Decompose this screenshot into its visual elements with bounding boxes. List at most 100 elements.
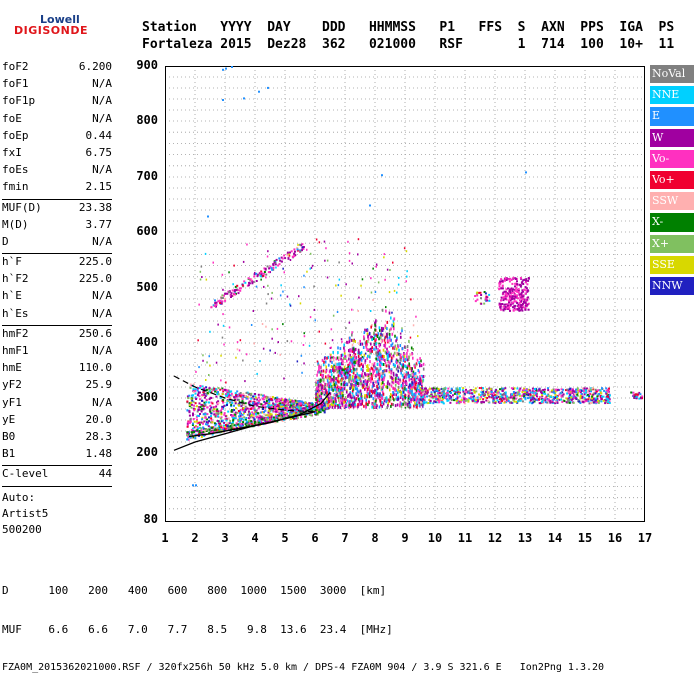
echo-point (480, 292, 482, 294)
echo-point (417, 359, 419, 362)
echo-point (271, 298, 273, 300)
echo-point (400, 391, 402, 394)
echo-point (267, 406, 269, 408)
echo-point (337, 388, 339, 391)
x-tick-label: 9 (401, 531, 408, 545)
echo-point (577, 387, 579, 389)
legend-item: W (650, 129, 694, 150)
echo-point (222, 393, 224, 395)
echo-point (245, 402, 247, 404)
echo-point (421, 403, 423, 406)
echo-point (365, 353, 367, 355)
echo-point (217, 427, 219, 429)
echo-point (562, 389, 564, 391)
echo-point (591, 396, 593, 398)
echo-point (209, 405, 211, 407)
echo-point (232, 419, 234, 421)
echo-point (265, 402, 267, 404)
echo-point (246, 392, 248, 394)
echo-point (199, 398, 201, 400)
echo-point (330, 347, 332, 349)
param-value: 6.200 (79, 60, 112, 73)
echo-point (480, 401, 482, 403)
echo-point (289, 414, 291, 416)
echo-point (408, 340, 410, 343)
x-tick-label: 1 (161, 531, 168, 545)
echo-point (223, 405, 225, 407)
echo-point (579, 402, 581, 404)
echo-point (227, 411, 229, 413)
echo-point (201, 411, 203, 413)
echo-point (224, 412, 226, 414)
echo-point (327, 277, 329, 279)
echo-point (264, 271, 266, 273)
echo-point (283, 415, 285, 417)
echo-point (376, 394, 378, 397)
echo-point (435, 398, 437, 400)
echo-point (294, 251, 296, 253)
echo-point (194, 421, 196, 423)
echo-point (242, 410, 244, 412)
echo-point (389, 269, 391, 271)
echo-point (499, 285, 501, 287)
echo-point (394, 290, 396, 292)
echo-point (354, 340, 356, 343)
echo-point (423, 368, 425, 371)
echo-point (263, 411, 265, 413)
echo-point (381, 378, 383, 381)
echo-point (293, 248, 295, 250)
echo-point (253, 413, 255, 415)
echo-point (346, 341, 348, 344)
echo-point (367, 355, 369, 358)
echo-point (318, 396, 320, 399)
echo-point (195, 371, 197, 373)
ionogram-svg[interactable] (165, 66, 645, 522)
echo-point (383, 359, 385, 361)
echo-point (385, 351, 387, 354)
echo-point (304, 402, 306, 404)
echo-point (386, 333, 388, 336)
echo-point (353, 405, 355, 408)
echo-point (571, 392, 573, 394)
echo-point (362, 369, 364, 372)
echo-point (338, 392, 340, 395)
echo-point (317, 361, 319, 363)
echo-point (519, 393, 521, 395)
echo-point (421, 387, 423, 389)
echo-point (287, 296, 289, 298)
echo-point (474, 397, 476, 399)
echo-point (358, 349, 360, 352)
echo-point (601, 396, 603, 398)
echo-point (204, 394, 206, 396)
echo-point (500, 300, 502, 302)
echo-point (406, 352, 408, 355)
echo-point (505, 306, 507, 308)
echo-point (337, 380, 339, 383)
echo-point (222, 420, 224, 422)
echo-point (373, 332, 375, 335)
echo-point (485, 292, 487, 294)
echo-point (393, 323, 395, 326)
echo-point (217, 415, 219, 417)
echo-point (525, 280, 527, 282)
echo-point (360, 393, 362, 396)
echo-point (468, 392, 470, 394)
echo-point (582, 401, 584, 403)
echo-point (357, 394, 359, 397)
echo-point (379, 344, 381, 347)
echo-point (344, 349, 346, 352)
echo-point (463, 398, 465, 400)
echo-point (316, 409, 318, 411)
echo-point (271, 406, 273, 408)
echo-point (487, 400, 489, 402)
ionogram-plot[interactable] (165, 66, 645, 522)
echo-point (303, 344, 305, 346)
echo-point (220, 413, 222, 415)
echo-point (395, 339, 397, 342)
echo-point (488, 396, 490, 398)
echo-point (373, 384, 375, 387)
echo-point (516, 283, 518, 285)
echo-point (527, 296, 529, 298)
